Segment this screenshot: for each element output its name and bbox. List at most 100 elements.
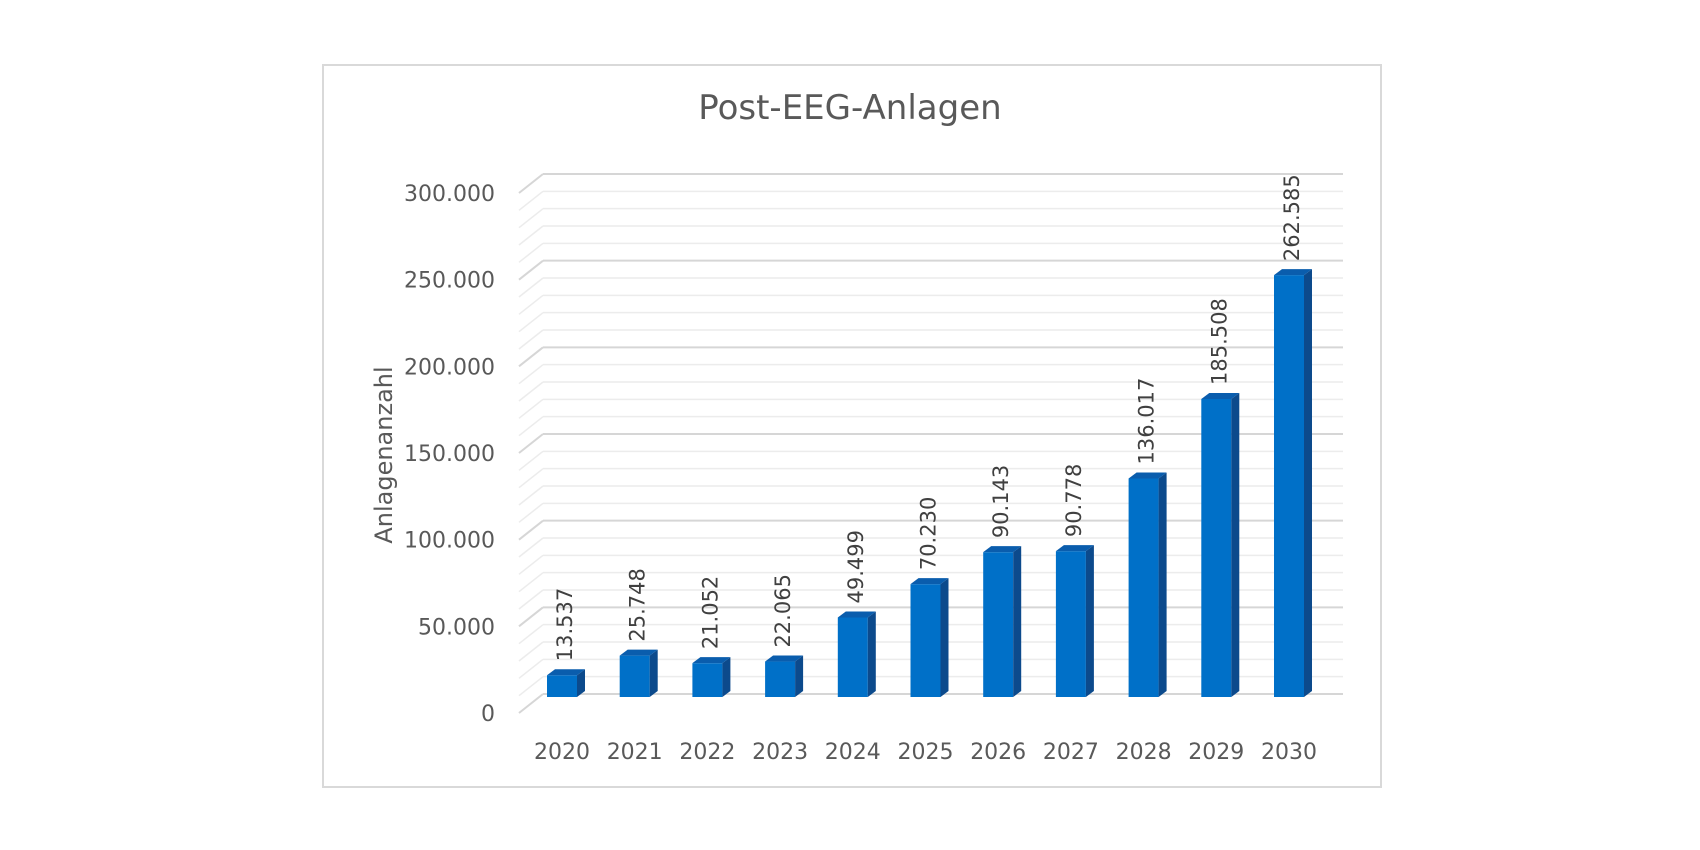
- x-tick-label: 2023: [752, 740, 808, 765]
- y-tick-label: 250.000: [404, 269, 495, 294]
- bar-front: [1055, 551, 1086, 697]
- y-tick-label: 300.000: [404, 182, 495, 207]
- bar-front: [1274, 275, 1304, 697]
- bar-top: [547, 669, 585, 676]
- data-label: 70.230: [917, 497, 941, 570]
- gridline-depth: [518, 364, 544, 385]
- gridline-depth: [518, 485, 544, 506]
- gridline-depth: [518, 589, 544, 610]
- y-tick-label: 200.000: [404, 355, 495, 380]
- bar-2021: [619, 649, 658, 697]
- data-labels: 13.537 25.748 21.052 22.065 49.499 70.230 90.1…: [553, 174, 1304, 661]
- data-label: 13.537: [553, 588, 577, 661]
- bar-side: [1013, 546, 1022, 697]
- gridline-depth: [518, 173, 544, 194]
- gridline-depth: [518, 624, 544, 645]
- bar-2024: [837, 611, 876, 697]
- gridline-depth: [518, 242, 544, 263]
- data-label: 25.748: [626, 568, 650, 641]
- bar-top: [692, 657, 731, 664]
- x-tick-label: 2027: [1043, 740, 1099, 765]
- x-tick-label: 2024: [825, 740, 881, 765]
- bar-side: [722, 657, 731, 697]
- bar-2025: [910, 578, 949, 697]
- bar-top: [1128, 472, 1167, 479]
- x-tick-label: 2020: [534, 740, 590, 765]
- bar-front: [765, 661, 796, 697]
- gridline-depth: [518, 416, 544, 437]
- bar-top: [837, 611, 876, 618]
- bar-side: [1158, 472, 1167, 697]
- bar-side: [867, 611, 876, 697]
- data-label: 136.017: [1135, 378, 1159, 465]
- data-label: 90.143: [989, 465, 1013, 538]
- x-tick-label: 2028: [1116, 740, 1172, 765]
- gridline-depth: [518, 259, 544, 281]
- gridline-depth: [518, 606, 544, 628]
- gridline-depth: [518, 468, 544, 489]
- data-label: 185.508: [1207, 298, 1231, 385]
- bar-front: [547, 675, 577, 697]
- bar-2030: [1274, 269, 1312, 697]
- bar-side: [1085, 545, 1094, 697]
- y-axis-ticks: 0 50.000 100.000 150.000 200.000 250.000 300.0…: [404, 182, 495, 727]
- y-axis-title: Anlagenanzahl: [370, 366, 398, 543]
- bar-2027: [1055, 545, 1094, 697]
- x-tick-label: 2022: [679, 740, 735, 765]
- gridline-depth: [518, 208, 544, 229]
- bar-2020: [547, 669, 585, 697]
- bar-side: [940, 578, 949, 697]
- data-label: 49.499: [844, 530, 868, 603]
- bar-top: [1201, 392, 1240, 399]
- gridline-depth: [518, 658, 544, 679]
- gridline-depth: [518, 312, 544, 333]
- gridline-depth: [518, 572, 544, 593]
- gridline-depth: [518, 537, 544, 558]
- data-label: 90.778: [1062, 464, 1086, 537]
- gridline-depth: [518, 450, 544, 471]
- bar-side: [649, 649, 658, 697]
- bar-2029: [1201, 392, 1240, 697]
- bar-front: [692, 663, 723, 697]
- bar-2023: [765, 655, 804, 697]
- gridline-depth: [518, 329, 544, 350]
- chart-title: Post-EEG-Anlagen: [698, 88, 1002, 128]
- bar-front: [1201, 398, 1232, 697]
- x-axis-ticks: 2020 2021 2022 2023 2024 2025 2026 2027 2028 2029…: [534, 740, 1317, 765]
- x-tick-label: 2021: [607, 740, 663, 765]
- bar-top: [619, 649, 658, 656]
- gridline-depth: [518, 641, 544, 662]
- gridline-depth: [518, 519, 544, 541]
- bar-front: [837, 617, 868, 697]
- data-label: 21.052: [698, 576, 722, 649]
- bars: [547, 269, 1312, 697]
- bar-2026: [983, 546, 1022, 697]
- bar-top: [765, 655, 804, 662]
- bar-front: [1128, 478, 1159, 697]
- bar-top: [1274, 269, 1312, 276]
- x-tick-label: 2030: [1261, 740, 1317, 765]
- gridline-depth: [518, 433, 544, 454]
- bar-2028: [1128, 472, 1167, 697]
- y-tick-label: 50.000: [418, 615, 495, 640]
- gridline-depth: [518, 225, 544, 246]
- bar-front: [910, 584, 941, 697]
- y-tick-label: 150.000: [404, 442, 495, 467]
- gridline-depth: [518, 502, 544, 523]
- gridline-depth: [518, 398, 544, 419]
- x-tick-label: 2026: [970, 740, 1026, 765]
- gridline-depth: [518, 554, 544, 575]
- bar-side: [1231, 392, 1240, 697]
- bar-front: [619, 655, 650, 697]
- data-label: 22.065: [771, 574, 795, 647]
- bar-side: [1304, 269, 1312, 697]
- y-tick-label: 100.000: [404, 529, 495, 554]
- y-tick-label: 0: [481, 702, 495, 727]
- gridline-depth: [518, 676, 544, 697]
- bar-side: [795, 655, 804, 697]
- x-tick-label: 2025: [898, 740, 954, 765]
- bar-top: [1055, 545, 1094, 552]
- bar-front: [983, 552, 1014, 697]
- gridline-depth: [518, 294, 544, 315]
